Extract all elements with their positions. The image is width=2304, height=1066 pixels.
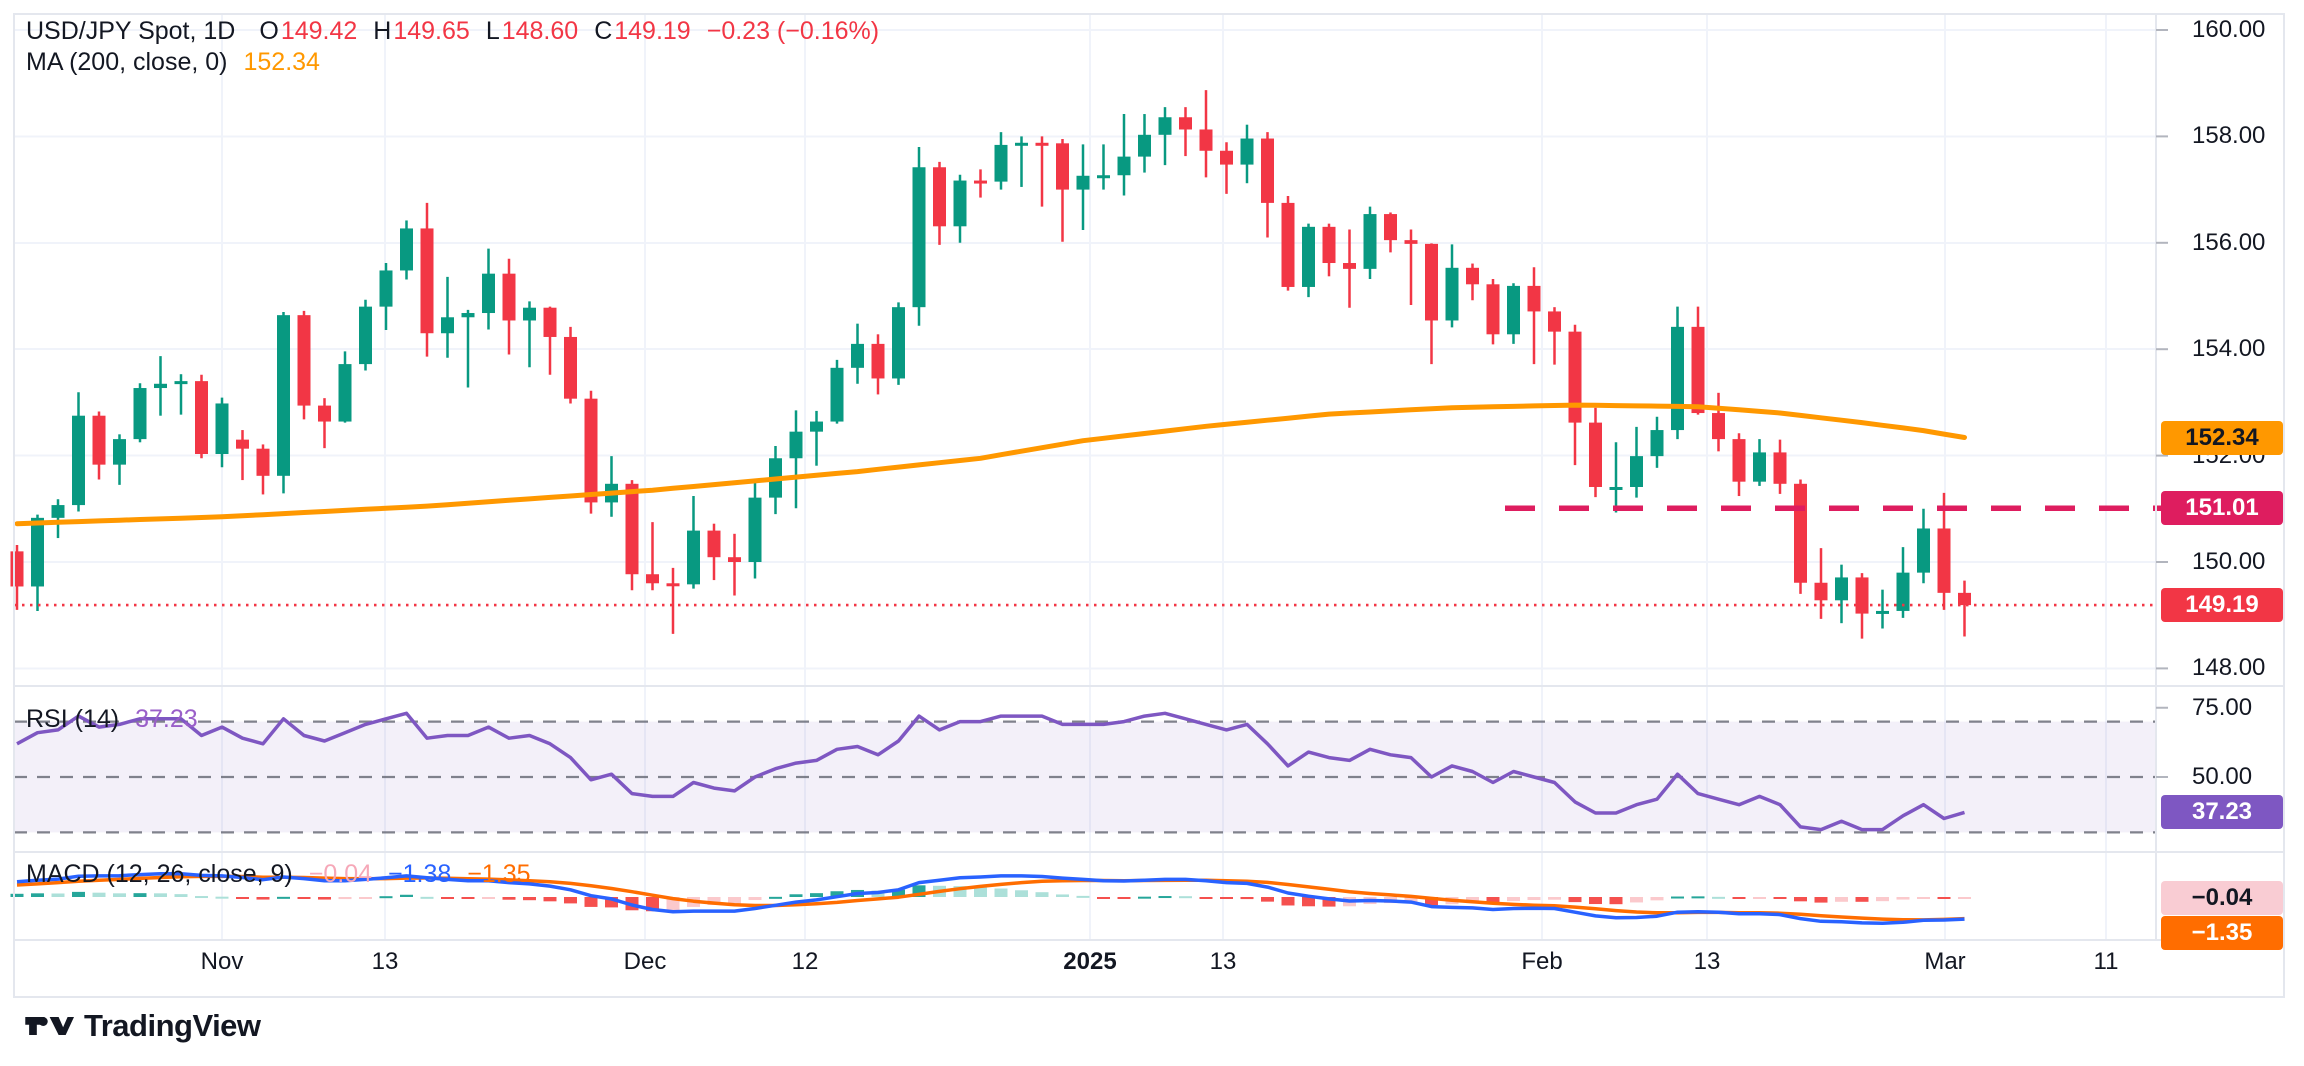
rsi-legend-row[interactable]: RSI (14) 37.23 xyxy=(26,704,198,735)
price-axis-label: 150.00 xyxy=(2192,548,2266,575)
macd-signal-badge: −1.35 xyxy=(2161,915,2283,950)
tradingview-logo-icon xyxy=(25,1017,74,1035)
rsi-legend-label: RSI (14) xyxy=(26,705,120,733)
price-axis-label: 158.00 xyxy=(2192,122,2266,150)
rsi-legend: RSI (14) 37.23 xyxy=(26,704,198,735)
ma-200-line[interactable] xyxy=(14,402,1967,527)
symbol-legend: USD/JPY Spot, 1D O 149.42 H 149.65 L 148.60… xyxy=(26,16,879,78)
ohlc-open: O 149.42 xyxy=(259,17,358,45)
rsi-value-badge: 37.23 xyxy=(2161,795,2283,830)
rsi-line[interactable] xyxy=(16,711,1965,832)
time-axis-label: Feb xyxy=(1521,948,1563,975)
macd-legend-row[interactable]: MACD (12, 26, close, 9) −0.04 −1.38 −1.3… xyxy=(26,859,531,890)
macd-signal-line[interactable] xyxy=(16,874,1965,922)
macd-legend: MACD (12, 26, close, 9) −0.04 −1.38 −1.3… xyxy=(26,859,531,890)
ma-legend-label: MA (200, close, 0) xyxy=(26,48,228,76)
ohlc-high: H 149.65 xyxy=(373,17,470,45)
symbol-title[interactable]: USD/JPY Spot, 1D xyxy=(26,17,236,45)
symbol-legend-row[interactable]: USD/JPY Spot, 1D O 149.42 H 149.65 L 148.60… xyxy=(26,16,879,47)
rsi-axis-label: 75.00 xyxy=(2192,693,2253,721)
candlestick-series[interactable] xyxy=(10,90,1972,639)
time-axis-label: 2025 xyxy=(1063,948,1117,975)
rsi-axis-label: 50.00 xyxy=(2192,763,2253,790)
ohlc-low: L 148.60 xyxy=(485,17,579,45)
time-axis-label: 12 xyxy=(791,948,819,975)
rsi-legend-value: 37.23 xyxy=(135,705,198,733)
change-value: −0.23 (−0.16%) xyxy=(706,17,880,45)
macd-line[interactable] xyxy=(16,872,1965,925)
macd-legend-label: MACD (12, 26, close, 9) xyxy=(26,860,293,888)
tradingview-watermark-text: TradingView xyxy=(84,1008,261,1043)
price-axis-label: 156.00 xyxy=(2192,228,2266,256)
price-axis-label: 154.00 xyxy=(2192,335,2266,363)
time-axis-label: Dec xyxy=(623,948,667,975)
ma-value-badge: 152.34 xyxy=(2161,420,2283,455)
ma-legend-row[interactable]: MA (200, close, 0) 152.34 xyxy=(26,47,879,78)
macd-hist-badge: −0.04 xyxy=(2161,880,2283,915)
ohlc-close: C 149.19 xyxy=(594,17,691,45)
ma-legend-value: 152.34 xyxy=(243,48,320,76)
time-axis-label: 13 xyxy=(1209,948,1237,975)
price-axis-label: 160.00 xyxy=(2192,16,2266,43)
macd-line-value: −1.38 xyxy=(388,860,452,888)
tradingview-watermark[interactable]: TradingView xyxy=(24,1008,261,1044)
price-axis-label: 148.00 xyxy=(2192,654,2266,682)
time-axis-label: 13 xyxy=(1693,948,1721,975)
last-price-badge: 149.19 xyxy=(2161,588,2283,623)
time-axis-label: 11 xyxy=(2093,948,2119,975)
time-axis-label: 13 xyxy=(371,948,399,975)
macd-signal-value: −1.35 xyxy=(467,860,531,888)
time-axis-label: Mar xyxy=(1924,948,1966,975)
time-axis-label: Nov xyxy=(200,948,244,975)
macd-hist-value: −0.04 xyxy=(308,860,373,888)
resistance-level-badge: 151.01 xyxy=(2161,491,2283,526)
